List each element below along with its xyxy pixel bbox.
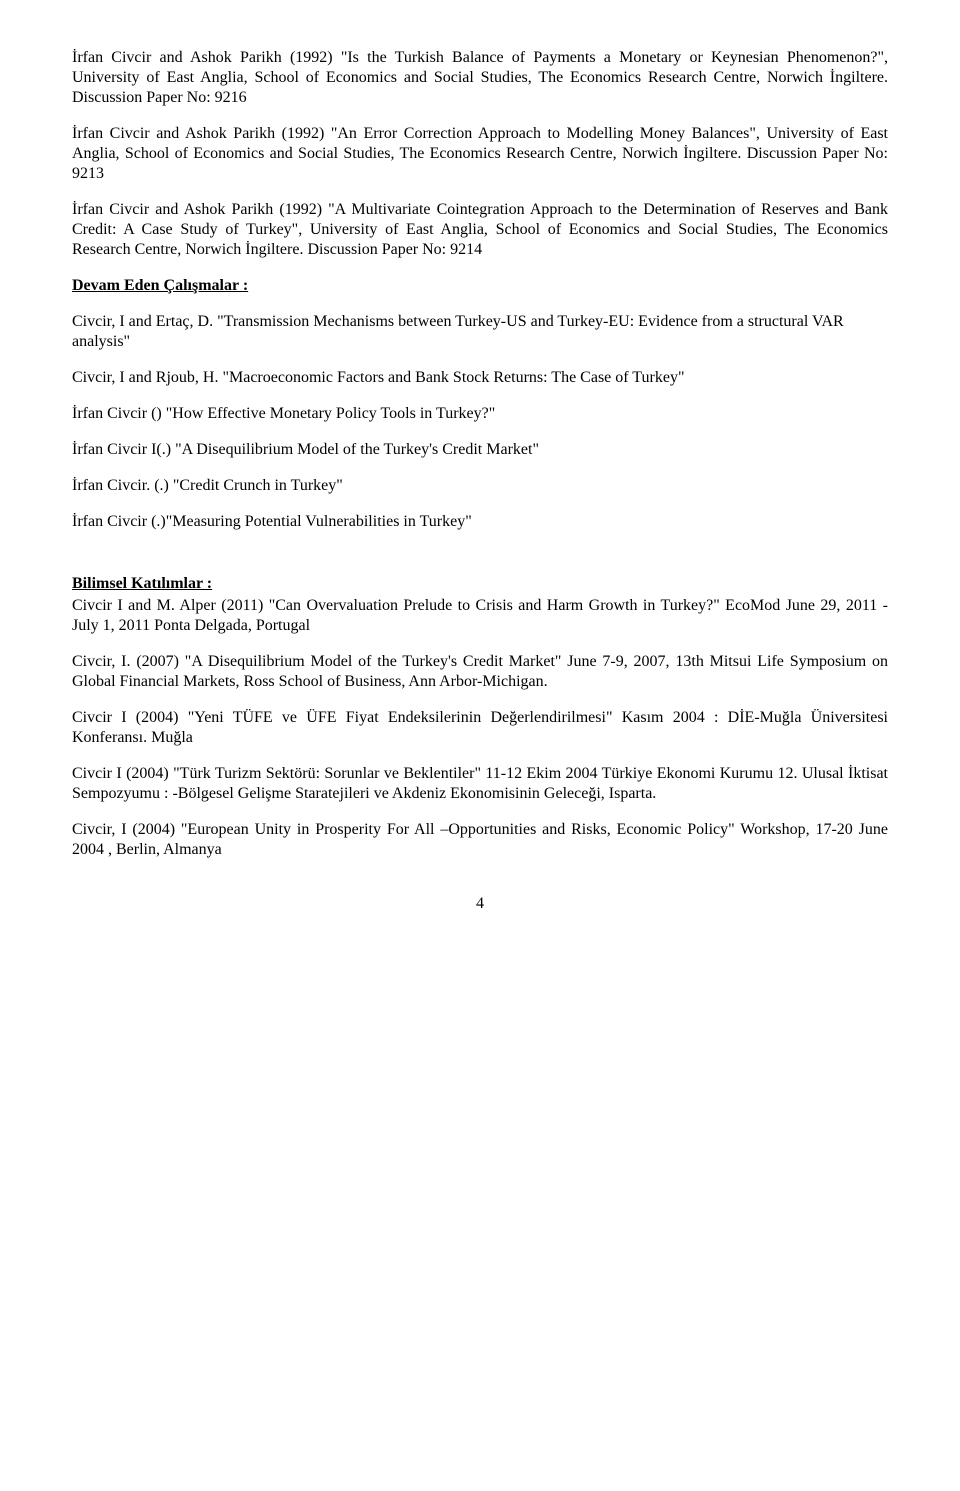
paper-entry: İrfan Civcir and Ashok Parikh (1992) "A …	[72, 200, 888, 260]
paper-entry: İrfan Civcir and Ashok Parikh (1992) "Is…	[72, 48, 888, 108]
ongoing-item: Civcir, I and Ertaç, D. "Transmission Me…	[72, 312, 888, 352]
paper-entry: İrfan Civcir and Ashok Parikh (1992) "An…	[72, 124, 888, 184]
ongoing-item: Civcir, I and Rjoub, H. "Macroeconomic F…	[72, 368, 888, 388]
participation-item: Civcir, I. (2007) "A Disequilibrium Mode…	[72, 652, 888, 692]
participation-item: Civcir I (2004) "Türk Turizm Sektörü: So…	[72, 764, 888, 804]
ongoing-item: İrfan Civcir. (.) "Credit Crunch in Turk…	[72, 476, 888, 496]
page-number: 4	[72, 894, 888, 914]
participation-item: Civcir I (2004) "Yeni TÜFE ve ÜFE Fiyat …	[72, 708, 888, 748]
ongoing-item: İrfan Civcir () "How Effective Monetary …	[72, 404, 888, 424]
participation-heading: Bilimsel Katılımlar :	[72, 574, 888, 594]
participation-item: Civcir, I (2004) "European Unity in Pros…	[72, 820, 888, 860]
ongoing-heading: Devam Eden Çalışmalar :	[72, 276, 888, 296]
participation-item: Civcir I and M. Alper (2011) "Can Overva…	[72, 596, 888, 636]
ongoing-item: İrfan Civcir (.)"Measuring Potential Vul…	[72, 512, 888, 532]
ongoing-item: İrfan Civcir I(.) "A Disequilibrium Mode…	[72, 440, 888, 460]
